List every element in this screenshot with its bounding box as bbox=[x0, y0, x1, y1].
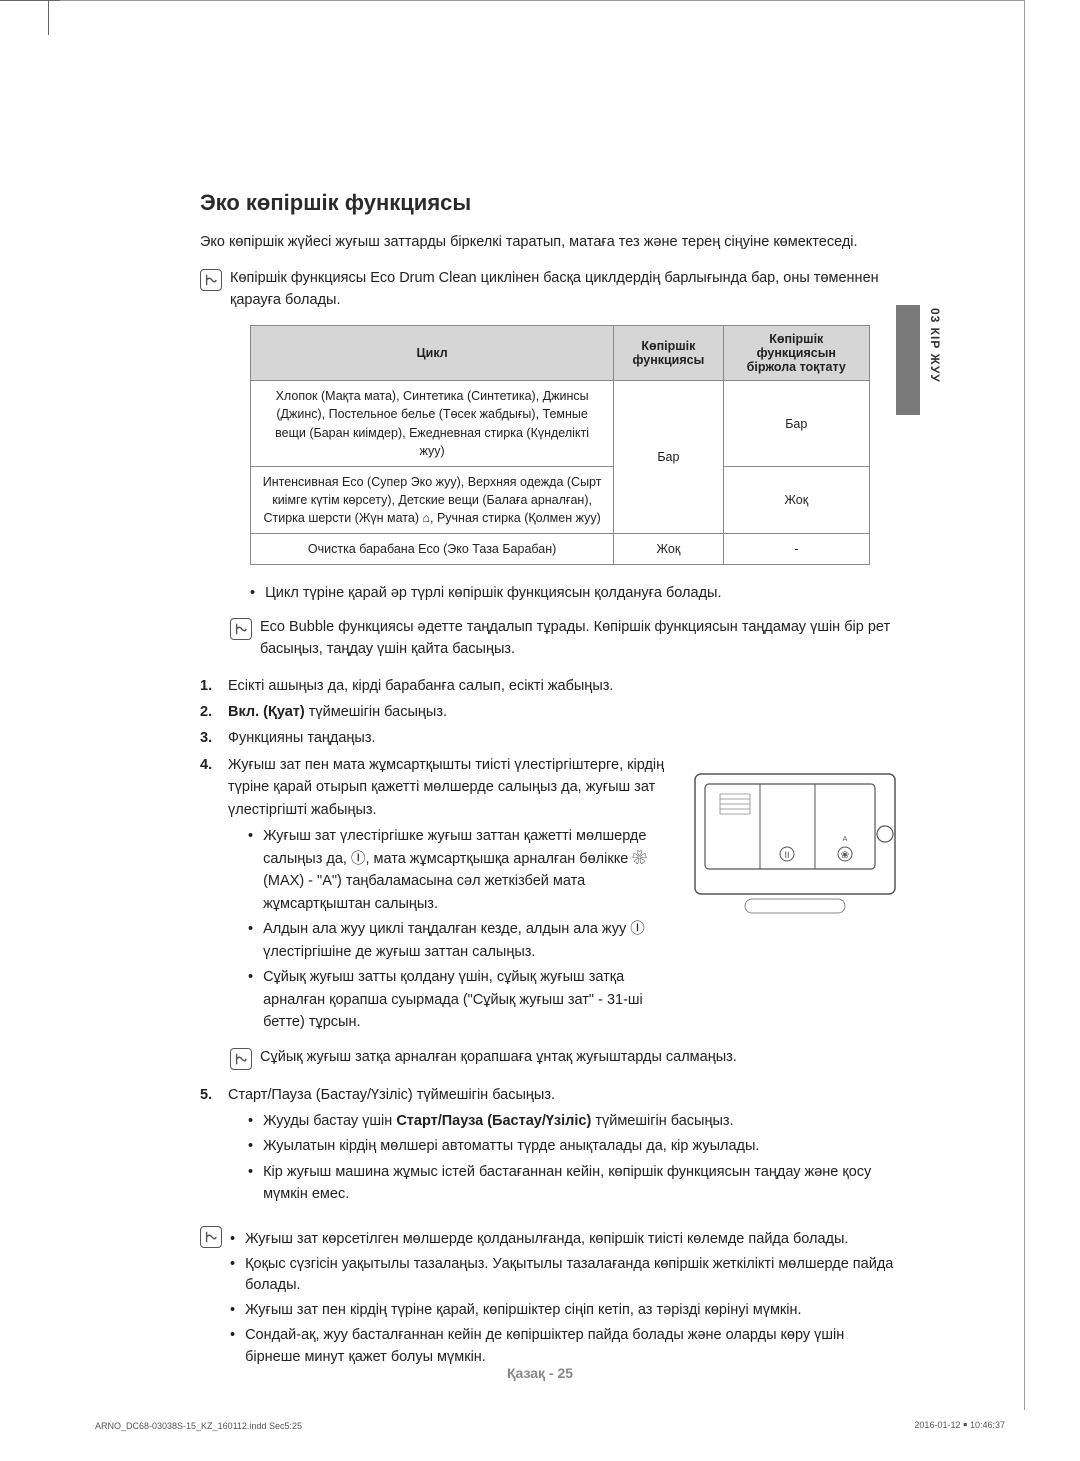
step-5-b3: Кір жуғыш машина жұмыс істей бастағаннан… bbox=[248, 1161, 900, 1206]
side-tab-label: 03 КІР ЖУУ bbox=[928, 308, 942, 383]
bullet-dot: • bbox=[250, 583, 255, 605]
note-4-b1: Жуғыш зат көрсетілген мөлшерде қолданылғ… bbox=[230, 1229, 900, 1251]
cell-cycle-1: Интенсивная Eco (Супер Эко жуу), Верхняя… bbox=[251, 466, 614, 533]
footer-meta-right: 2016-01-12 ￭ 10:46:37 bbox=[914, 1418, 1005, 1431]
note-4-block: Жуғыш зат көрсетілген мөлшерде қолданылғ… bbox=[230, 1225, 900, 1372]
note-1-text: Көпіршік функциясы Eco Drum Clean циклін… bbox=[230, 268, 900, 312]
step-5-text: Старт/Пауза (Бастау/Үзіліс) түймешігін б… bbox=[228, 1084, 900, 1106]
note-1: Көпіршік функциясы Eco Drum Clean циклін… bbox=[200, 268, 900, 312]
step-4-text-block: Жуғыш зат пен мата жұмсартқышты тиісті ү… bbox=[228, 754, 675, 1037]
svg-text:A: A bbox=[843, 836, 848, 843]
th-cycle: Цикл bbox=[251, 326, 614, 381]
intro-text: Эко көпіршік жүйесі жуғыш заттарды бірке… bbox=[200, 232, 900, 254]
step-2: Вкл. (Қуат) түймешігін басыңыз. bbox=[200, 701, 900, 723]
step-4-b1: Жуғыш зат үлестіргішке жуғыш заттан қаже… bbox=[248, 825, 675, 915]
step-4-sublist: Жуғыш зат үлестіргішке жуғыш заттан қаже… bbox=[248, 825, 675, 1033]
cell-stop-0: Бар bbox=[723, 381, 869, 467]
steps-list: Есікті ашыңыз да, кірді барабанға салып,… bbox=[200, 675, 900, 1037]
step-1-text: Есікті ашыңыз да, кірді барабанға салып,… bbox=[228, 675, 900, 697]
cell-bubble-2: Жоқ bbox=[614, 534, 723, 565]
step-5-b1: Жууды бастау үшін Старт/Пауза (Бастау/Үз… bbox=[248, 1110, 900, 1132]
table-row: Хлопок (Мақта мата), Синтетика (Синтетик… bbox=[251, 381, 870, 467]
step-2-rest: түймешігін басыңыз. bbox=[305, 704, 447, 720]
note-4-b3: Жуғыш зат пен кірдің түріне қарай, көпір… bbox=[230, 1300, 900, 1322]
footer-meta-left: ARNO_DC68-03038S-15_KZ_160112.indd Sec5:… bbox=[95, 1421, 302, 1431]
note-icon bbox=[200, 1226, 222, 1248]
detergent-drawer-illustration: II ❀ A bbox=[690, 759, 900, 919]
note-4-b2: Қоқыс сүзгісін уақытылы тазалаңыз. Уақыт… bbox=[230, 1254, 900, 1298]
cell-stop-2: - bbox=[723, 534, 869, 565]
th-stop: Көпіршік функциясын біржола тоқтату bbox=[723, 326, 869, 381]
note-3: Сұйық жуғыш затқа арналған қорапшаға ұнт… bbox=[230, 1047, 900, 1070]
step-4-b2: Алдын ала жуу циклі таңдалған кезде, алд… bbox=[248, 918, 675, 963]
cell-bubble-merged: Бар bbox=[614, 381, 723, 534]
note-4-b4: Сондай-ақ, жуу басталғаннан кейін де көп… bbox=[230, 1325, 900, 1369]
note-icon bbox=[230, 618, 252, 640]
cycle-table: Цикл Көпіршік функциясы Көпіршік функция… bbox=[250, 325, 870, 565]
step-1: Есікті ашыңыз да, кірді барабанға салып,… bbox=[200, 675, 900, 697]
th-bubble: Көпіршік функциясы bbox=[614, 326, 723, 381]
step-5-sublist: Жууды бастау үшін Старт/Пауза (Бастау/Үз… bbox=[248, 1110, 900, 1206]
step-5-b2: Жуылатын кірдің мөлшері автоматты түрде … bbox=[248, 1135, 900, 1157]
step-2-text: Вкл. (Қуат) түймешігін басыңыз. bbox=[228, 701, 900, 723]
note-4-list: Жуғыш зат көрсетілген мөлшерде қолданылғ… bbox=[230, 1229, 900, 1369]
after-table-bullet: • Цикл түріне қарай әр түрлі көпіршік фу… bbox=[250, 583, 900, 605]
cell-stop-1: Жоқ bbox=[723, 466, 869, 533]
cell-cycle-0: Хлопок (Мақта мата), Синтетика (Синтетик… bbox=[251, 381, 614, 467]
table-row: Интенсивная Eco (Супер Эко жуу), Верхняя… bbox=[251, 466, 870, 533]
note-2: Eco Bubble функциясы әдетте таңдалып тұр… bbox=[230, 617, 900, 661]
cell-cycle-2: Очистка барабана Eco (Эко Таза Барабан) bbox=[251, 534, 614, 565]
note-2-text: Eco Bubble функциясы әдетте таңдалып тұр… bbox=[260, 617, 900, 661]
table-row: Очистка барабана Eco (Эко Таза Барабан) … bbox=[251, 534, 870, 565]
step-3-text: Функцияны таңдаңыз. bbox=[228, 727, 900, 749]
note-icon bbox=[200, 269, 222, 291]
after-table-text: Цикл түріне қарай әр түрлі көпіршік функ… bbox=[265, 583, 721, 605]
crop-mark-horizontal bbox=[0, 0, 60, 1]
crop-mark-vertical bbox=[48, 0, 49, 35]
page-number: Қазақ - 25 bbox=[0, 1365, 1080, 1381]
main-content: Эко көпіршік функциясы Эко көпіршік жүйе… bbox=[200, 190, 900, 1385]
note-icon bbox=[230, 1048, 252, 1070]
step-2-bold: Вкл. (Қуат) bbox=[228, 704, 305, 720]
section-title: Эко көпіршік функциясы bbox=[200, 190, 900, 216]
steps-list-cont: Старт/Пауза (Бастау/Үзіліс) түймешігін б… bbox=[200, 1084, 900, 1209]
step-4: Жуғыш зат пен мата жұмсартқышты тиісті ү… bbox=[200, 754, 900, 1037]
step-4-b3: Сұйық жуғыш затты қолдану үшін, сұйық жу… bbox=[248, 966, 675, 1033]
step-4-p1: Жуғыш зат пен мата жұмсартқышты тиісті ү… bbox=[228, 754, 675, 821]
svg-text:II: II bbox=[784, 850, 789, 860]
svg-text:❀: ❀ bbox=[841, 850, 849, 861]
note-3-text: Сұйық жуғыш затқа арналған қорапшаға ұнт… bbox=[260, 1047, 737, 1069]
step-5: Старт/Пауза (Бастау/Үзіліс) түймешігін б… bbox=[200, 1084, 900, 1209]
step-3: Функцияны таңдаңыз. bbox=[200, 727, 900, 749]
note-4: Жуғыш зат көрсетілген мөлшерде қолданылғ… bbox=[200, 1225, 900, 1372]
